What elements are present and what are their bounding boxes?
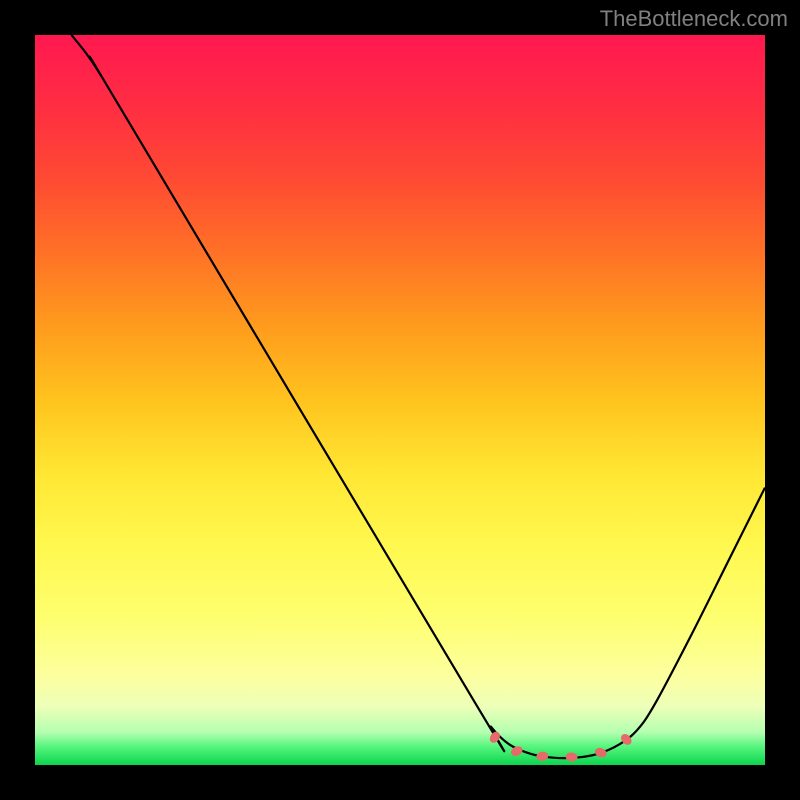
attribution-text: TheBottleneck.com [600, 6, 788, 32]
curve-marker [594, 747, 607, 758]
curve-layer [35, 35, 765, 765]
bottleneck-curve [72, 35, 766, 758]
plot-area [35, 35, 765, 765]
curve-marker [536, 752, 548, 761]
curve-marker [566, 753, 578, 762]
